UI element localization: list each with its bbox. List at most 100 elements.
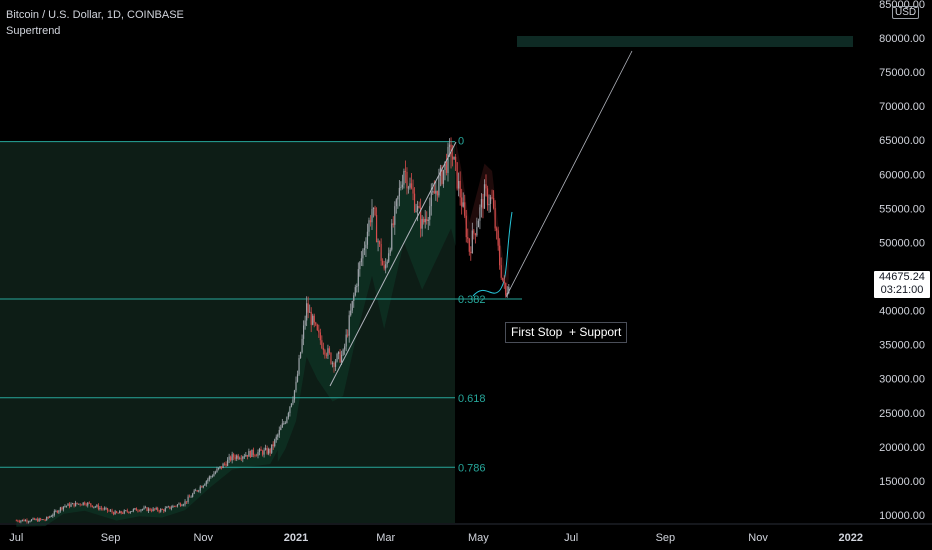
candle-body <box>447 146 449 173</box>
candle-body <box>157 507 159 511</box>
candle-body <box>331 362 334 364</box>
candle-body <box>17 520 19 522</box>
candle-body <box>160 509 162 512</box>
candle-body <box>120 511 122 514</box>
candle-body <box>502 277 504 281</box>
candle-body <box>166 507 168 509</box>
time-tick-label: Nov <box>748 532 768 544</box>
trend-line-up[interactable] <box>329 141 457 387</box>
price-tick-label: 70000.00 <box>879 101 925 113</box>
candle-body <box>363 248 365 251</box>
candle-body <box>383 265 385 269</box>
candle-body <box>144 507 147 509</box>
candle-body <box>344 346 346 350</box>
indicator-label[interactable]: Supertrend <box>6 25 61 37</box>
time-tick-label: May <box>468 532 489 544</box>
candle-body <box>223 463 226 465</box>
candle-body <box>185 501 188 503</box>
fib-level-label: 0 <box>458 136 464 148</box>
candle-body <box>85 504 87 506</box>
candle-body <box>68 503 71 507</box>
candle-body <box>304 320 306 326</box>
candle-body <box>379 241 381 245</box>
candlestick-series <box>15 137 510 524</box>
candle-body <box>486 188 489 206</box>
candle-body <box>489 197 492 204</box>
time-axis[interactable]: Jul Sep Nov 2021 Mar May Jul Sep Nov 2022 <box>0 523 932 544</box>
candle-body <box>386 261 388 265</box>
candle-body <box>210 476 212 478</box>
candle-body <box>255 455 258 457</box>
candle-body <box>324 350 326 355</box>
candle-body <box>473 230 475 234</box>
trend-lines[interactable] <box>329 50 633 387</box>
candle-body <box>103 508 106 510</box>
fib-level-label: 0.382 <box>458 294 486 306</box>
price-axis[interactable]: 85000.00 80000.00 75000.00 70000.00 65000.00… <box>872 0 932 524</box>
candle-body <box>129 511 131 513</box>
candle-body <box>192 493 194 497</box>
candle-body <box>494 208 496 229</box>
candle-body <box>333 362 335 367</box>
price-tick-label: 60000.00 <box>879 169 925 181</box>
candle-body <box>230 456 232 461</box>
price-tick-label: 85000.00 <box>879 0 925 11</box>
currency-badge[interactable]: USD <box>892 6 920 19</box>
candle-body <box>441 167 443 184</box>
candle-body <box>198 490 200 492</box>
candle-body <box>59 507 61 511</box>
candle-body <box>201 486 203 488</box>
candle-body <box>309 311 311 313</box>
candle-body <box>75 502 77 507</box>
candle-body <box>499 245 501 266</box>
candle-body <box>427 219 429 222</box>
candle-body <box>202 485 204 488</box>
candle-body <box>483 184 486 209</box>
candle-body <box>318 330 320 333</box>
candle-body <box>43 519 45 521</box>
price-tick-label: 35000.00 <box>879 340 925 352</box>
candle-body <box>500 265 502 278</box>
candle-body <box>67 503 69 506</box>
price-tick-label: 15000.00 <box>879 476 925 488</box>
candle-body <box>214 472 217 474</box>
candle-body <box>122 513 124 514</box>
candle-body <box>260 449 262 451</box>
projection-line[interactable] <box>505 50 633 298</box>
candle-body <box>116 511 118 513</box>
candle-body <box>56 510 58 513</box>
candle-body <box>412 188 414 194</box>
candle-body <box>435 190 437 194</box>
price-tick-label: 10000.00 <box>879 510 925 522</box>
candle-body <box>109 510 112 512</box>
first-stop-annotation[interactable]: First Stop + Support <box>505 322 628 343</box>
time-tick-label: 2022 <box>839 532 863 544</box>
candle-body <box>252 449 255 456</box>
candle-body <box>225 463 227 466</box>
candle-body <box>295 381 297 391</box>
candle-body <box>357 269 359 287</box>
candle-body <box>476 227 478 236</box>
time-tick-label: Jul <box>564 532 578 544</box>
candle-body <box>424 219 426 223</box>
candle-body <box>88 502 90 504</box>
candle-body <box>342 349 344 355</box>
candle-body <box>236 455 238 459</box>
candle-body <box>64 506 66 507</box>
candle-body <box>76 502 78 504</box>
candle-body <box>319 332 321 341</box>
candle-body <box>271 444 273 453</box>
candle-body <box>274 439 276 447</box>
candle-body <box>231 454 233 461</box>
candle-body <box>403 170 405 185</box>
candle-body <box>245 455 247 457</box>
candle-body <box>140 509 142 511</box>
candle-body <box>485 184 487 189</box>
target-zone[interactable] <box>517 36 853 47</box>
candle-body <box>336 354 338 362</box>
candle-body <box>47 516 49 518</box>
candle-body <box>372 207 375 209</box>
candle-body <box>240 458 242 460</box>
fibonacci-retracement[interactable]: 0 0.382 0.618 0.786 <box>0 136 522 475</box>
